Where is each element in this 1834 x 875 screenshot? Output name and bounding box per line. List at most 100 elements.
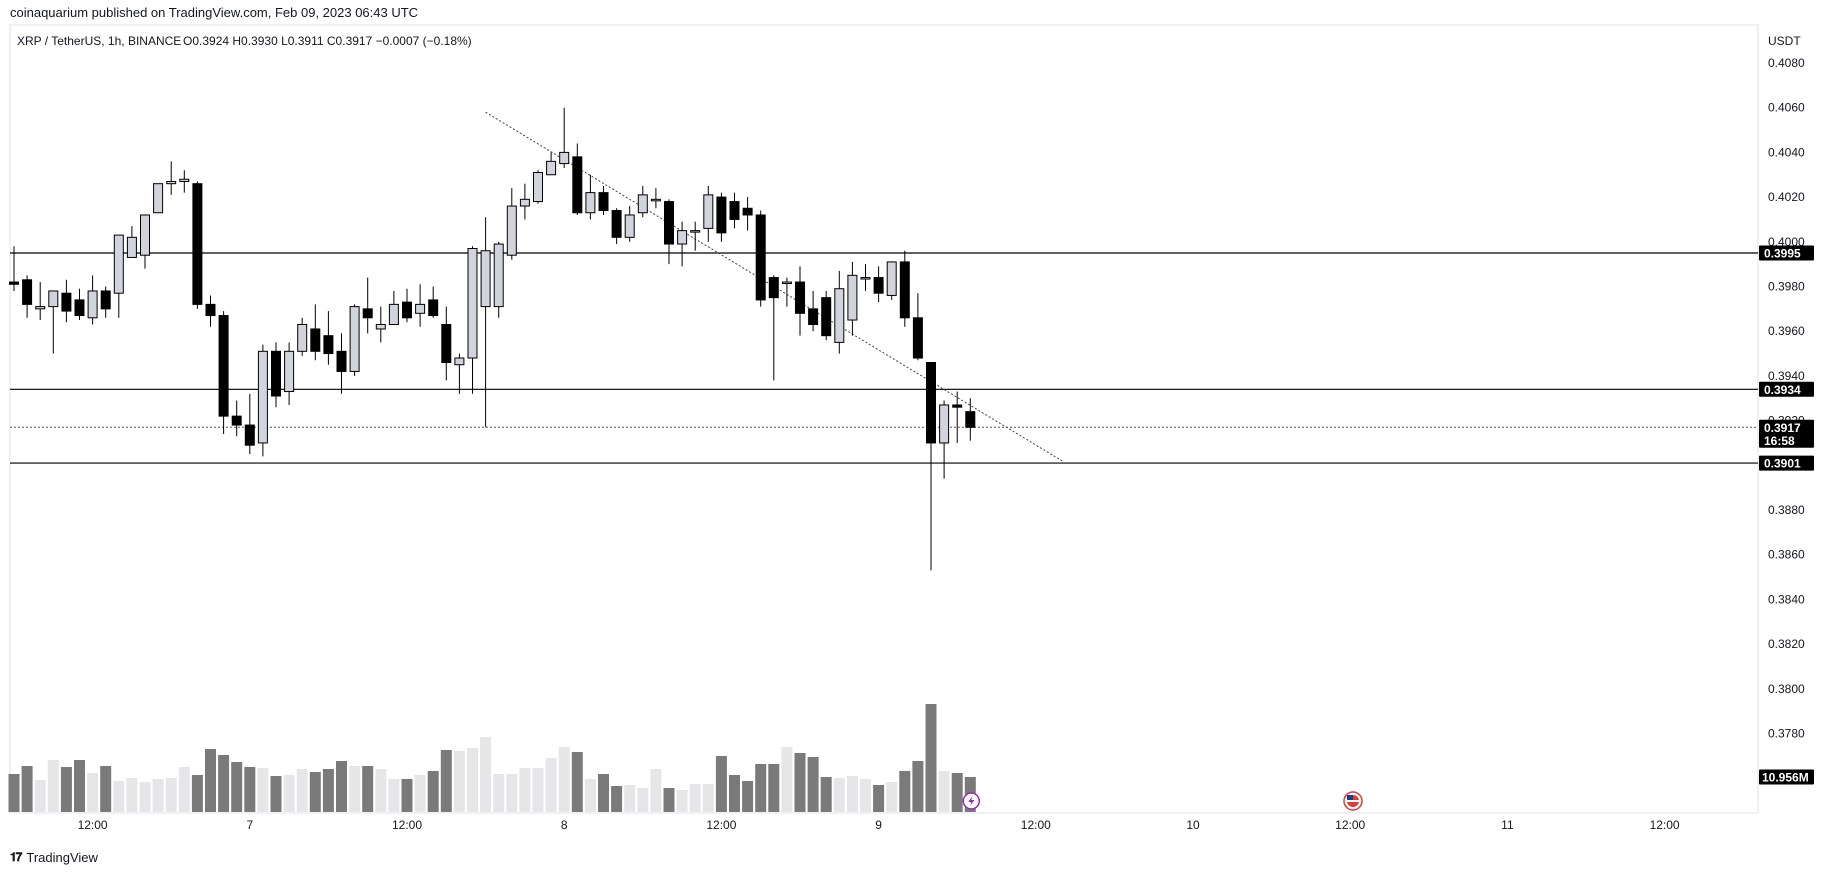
candle bbox=[493, 241, 504, 318]
candle-body bbox=[428, 299, 439, 317]
price-chart[interactable]: 0.40800.40600.40400.40200.40000.39800.39… bbox=[0, 0, 1834, 840]
y-tick-label: 0.3820 bbox=[1768, 637, 1805, 651]
candle bbox=[834, 270, 845, 354]
volume-bar bbox=[873, 785, 885, 812]
candle bbox=[899, 250, 910, 327]
candle-body bbox=[179, 178, 190, 182]
candle bbox=[624, 206, 635, 242]
volume-bar bbox=[467, 748, 478, 812]
volume-bar bbox=[218, 755, 230, 812]
volume-bar bbox=[912, 761, 924, 812]
candle bbox=[952, 391, 963, 443]
candle bbox=[912, 293, 923, 361]
y-tick-label: 0.3980 bbox=[1768, 280, 1805, 294]
candle-body bbox=[35, 306, 46, 310]
x-tick-label: 12:00 bbox=[78, 818, 108, 832]
candle bbox=[742, 197, 753, 231]
candle-body bbox=[454, 357, 465, 366]
pane-frame bbox=[9, 24, 1759, 814]
footer-brand: TradingView bbox=[26, 850, 98, 865]
symbol-label: XRP / TetherUS, 1h, BINANCE bbox=[17, 34, 181, 48]
candle bbox=[926, 361, 936, 571]
volume-bar bbox=[309, 772, 321, 812]
candle bbox=[35, 282, 46, 321]
volume-bar bbox=[414, 775, 426, 812]
candle bbox=[506, 188, 517, 260]
candle bbox=[113, 234, 124, 318]
candle bbox=[257, 344, 268, 457]
candle bbox=[755, 210, 766, 307]
candle-body bbox=[22, 279, 33, 305]
tradingview-footer[interactable]: 𝟏𝟕 TradingView bbox=[10, 850, 98, 865]
volume-bar bbox=[322, 769, 334, 812]
candle bbox=[729, 192, 740, 229]
volume-bar bbox=[506, 774, 518, 812]
candle bbox=[480, 217, 491, 428]
x-tick-label: 8 bbox=[561, 818, 568, 832]
y-tick-label: 0.4000 bbox=[1768, 235, 1805, 249]
volume-bar bbox=[205, 749, 216, 812]
publisher-caption: coinaquarium published on TradingView.co… bbox=[10, 5, 419, 20]
time-axis[interactable]: 12:00 7 12:00 8 12:00 9 12:00 10 12:00 11 12:00 bbox=[78, 818, 1680, 832]
candle-body bbox=[402, 301, 412, 319]
candle-body bbox=[611, 210, 622, 238]
y-tick-label: 0.3880 bbox=[1768, 503, 1805, 517]
candle bbox=[126, 226, 137, 258]
candle-body bbox=[533, 172, 543, 203]
volume-bar bbox=[650, 769, 662, 812]
volume-bar bbox=[886, 782, 898, 812]
volume-bar bbox=[689, 784, 701, 812]
candle-body bbox=[808, 308, 819, 325]
volume-bar bbox=[257, 768, 269, 812]
volume-bar bbox=[60, 767, 72, 812]
candle bbox=[546, 152, 557, 176]
candle-body bbox=[362, 308, 373, 319]
volume-bar bbox=[860, 779, 871, 812]
x-tick-label: 12:00 bbox=[1335, 818, 1365, 832]
candle bbox=[821, 290, 832, 341]
candle-body bbox=[100, 290, 111, 310]
x-tick-label: 12:00 bbox=[1021, 818, 1051, 832]
y-tick-label: 0.3780 bbox=[1768, 727, 1805, 741]
volume-bar bbox=[231, 762, 243, 812]
level-price-tag-bg bbox=[1759, 455, 1814, 471]
countdown-label: 16:58 bbox=[1764, 434, 1795, 448]
volume-bar bbox=[113, 781, 125, 812]
candle-body bbox=[729, 201, 740, 220]
volume-bar bbox=[270, 776, 282, 812]
candle-body bbox=[467, 248, 478, 359]
candle-body bbox=[297, 323, 308, 352]
candle bbox=[637, 185, 648, 218]
candle-body bbox=[415, 303, 426, 314]
volume-bar bbox=[480, 737, 492, 812]
volume-bar bbox=[519, 768, 531, 812]
x-tick-label: 7 bbox=[246, 818, 253, 832]
volume-bar bbox=[715, 756, 727, 812]
flag-canton bbox=[1347, 795, 1353, 800]
candle bbox=[611, 208, 622, 245]
candle-body bbox=[664, 201, 674, 245]
candle-body bbox=[113, 234, 124, 294]
level-price-tag-bg bbox=[1759, 245, 1814, 261]
volume-bar bbox=[178, 767, 190, 812]
candle bbox=[244, 393, 255, 455]
volume-bar bbox=[584, 779, 596, 812]
candle-body bbox=[166, 180, 177, 185]
candle-body bbox=[572, 156, 583, 214]
y-tick-label: 0.3860 bbox=[1768, 548, 1805, 562]
volume-bar bbox=[152, 779, 164, 812]
candle bbox=[428, 286, 439, 318]
y-tick-label: 0.3840 bbox=[1768, 592, 1805, 606]
candle bbox=[533, 170, 543, 204]
candle-body bbox=[912, 317, 923, 359]
candle-body bbox=[742, 207, 753, 216]
flag-stripe bbox=[1347, 800, 1359, 802]
volume-bar bbox=[427, 771, 439, 812]
volume-bar bbox=[165, 778, 177, 812]
candle bbox=[179, 170, 190, 193]
volume-bar bbox=[846, 776, 858, 812]
candle-body bbox=[126, 236, 137, 258]
candle-body bbox=[9, 281, 19, 285]
candle-body bbox=[624, 214, 635, 238]
candle-body bbox=[506, 205, 517, 256]
